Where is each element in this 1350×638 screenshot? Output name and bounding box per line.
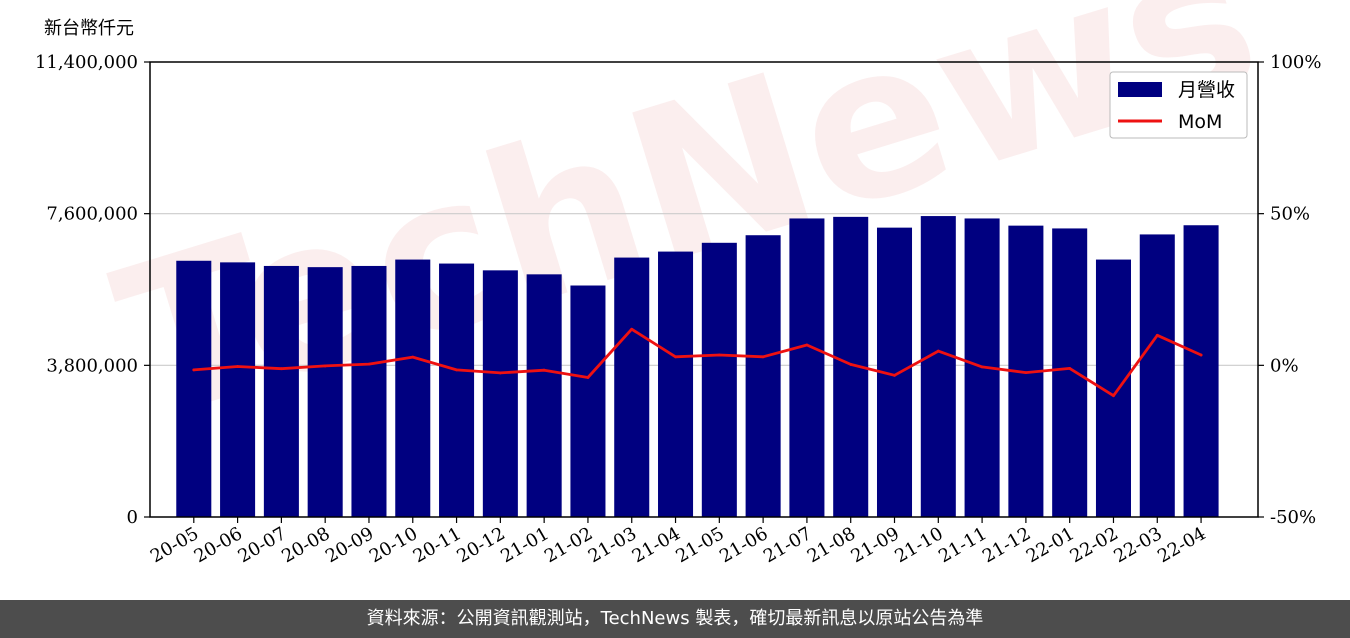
x-axis: 20-0520-0620-0720-0820-0920-1020-1120-12…: [147, 517, 1210, 567]
bar-21-01: [526, 274, 562, 517]
mom-point-21-02: [586, 376, 590, 379]
x-tick-label: 21-04: [629, 523, 684, 567]
bar-20-06: [220, 262, 256, 517]
mom-point-20-05: [192, 368, 196, 372]
bar-series: [176, 216, 1219, 518]
x-tick-label: 22-04: [1154, 523, 1209, 567]
bar-20-05: [176, 260, 212, 517]
left-tick-label: 11,400,000: [35, 52, 138, 73]
x-tick-label: 20-10: [366, 523, 421, 567]
bar-21-06: [745, 235, 781, 517]
mom-point-20-09: [367, 362, 371, 366]
mom-point-21-04: [674, 355, 677, 359]
x-tick-label: 21-03: [585, 523, 640, 567]
left-tick-label: 3,800,000: [46, 355, 138, 376]
x-tick-label: 21-07: [760, 523, 815, 567]
mom-point-20-11: [455, 368, 458, 372]
mom-point-20-10: [411, 355, 415, 359]
mom-point-21-08: [849, 363, 853, 366]
mom-point-21-06: [761, 355, 765, 359]
mom-point-21-03: [630, 327, 634, 331]
x-tick-label: 22-02: [1067, 523, 1122, 567]
x-tick-label: 20-09: [322, 523, 377, 567]
mom-line: [192, 327, 1203, 398]
x-tick-label: 20-06: [191, 523, 246, 567]
mom-point-20-06: [236, 365, 239, 368]
footer-source-note: 資料來源：公開資訊觀測站，TechNews 製表，確切最新訊息以原站公告為準: [0, 600, 1350, 638]
x-tick-label: 20-07: [234, 523, 289, 567]
x-tick-label: 22-03: [1110, 523, 1165, 567]
legend-label-mom: MoM: [1178, 111, 1222, 133]
mom-point-21-07: [805, 343, 809, 347]
bar-21-10: [920, 216, 956, 517]
x-tick-label: 21-05: [672, 523, 727, 567]
right-tick-label: 100%: [1270, 52, 1321, 73]
mom-point-22-02: [1112, 394, 1115, 398]
plot-frame: [149, 61, 1259, 518]
mom-point-21-01: [542, 368, 546, 372]
left-tick-label: 7,600,000: [46, 204, 138, 225]
left-tick-label: 0: [127, 507, 138, 528]
bar-20-07: [263, 265, 299, 517]
mom-point-20-12: [498, 371, 502, 375]
x-tick-label: 21-11: [935, 523, 990, 567]
x-tick-label: 21-10: [891, 523, 946, 567]
legend-label-revenue: 月營收: [1178, 79, 1235, 101]
mom-point-20-08: [323, 364, 327, 368]
mom-point-21-05: [717, 353, 721, 357]
mom-point-21-09: [893, 373, 896, 377]
mom-point-22-04: [1199, 353, 1203, 357]
x-tick-label: 20-05: [147, 523, 202, 567]
mom-point-21-10: [936, 349, 940, 353]
x-tick-label: 22-01: [1023, 523, 1078, 567]
x-tick-label: 21-09: [848, 523, 903, 567]
mom-point-21-12: [1024, 371, 1028, 375]
bar-20-12: [482, 270, 518, 517]
bar-21-04: [658, 251, 694, 518]
x-tick-label: 20-08: [278, 523, 333, 567]
x-tick-label: 21-02: [541, 523, 596, 567]
bar-22-04: [1183, 225, 1219, 518]
bar-20-10: [395, 259, 431, 517]
bar-22-03: [1139, 234, 1175, 517]
bar-20-08: [307, 267, 343, 517]
mom-point-20-07: [279, 367, 283, 371]
line-series: [192, 327, 1203, 398]
x-tick-label: 21-01: [497, 523, 552, 567]
x-tick-label: 20-11: [410, 523, 465, 567]
bar-20-11: [439, 263, 475, 517]
bar-21-07: [789, 218, 825, 517]
x-tick-label: 21-08: [804, 523, 859, 567]
right-tick-label: 0%: [1270, 355, 1299, 376]
left-axis: 0 3,800,000 7,600,000 11,400,000: [35, 52, 150, 528]
bar-22-01: [1052, 228, 1088, 517]
legend-swatch-revenue: [1118, 82, 1162, 97]
bar-21-03: [614, 257, 650, 517]
unit-label: 新台幣仟元: [44, 18, 134, 39]
right-tick-label: 50%: [1270, 204, 1310, 225]
x-tick-label: 21-06: [716, 523, 771, 567]
right-tick-label: -50%: [1270, 507, 1316, 528]
bar-21-02: [570, 285, 606, 517]
bar-21-05: [701, 242, 737, 518]
mom-point-22-03: [1155, 333, 1159, 337]
right-axis: -50% 0% 50% 100%: [1258, 52, 1321, 528]
mom-point-22-01: [1068, 366, 1072, 370]
bar-20-09: [351, 265, 387, 517]
mom-point-21-11: [980, 365, 984, 369]
legend: 月營收 MoM: [1109, 71, 1248, 139]
x-tick-label: 20-12: [453, 523, 508, 567]
x-tick-label: 21-12: [979, 523, 1034, 567]
